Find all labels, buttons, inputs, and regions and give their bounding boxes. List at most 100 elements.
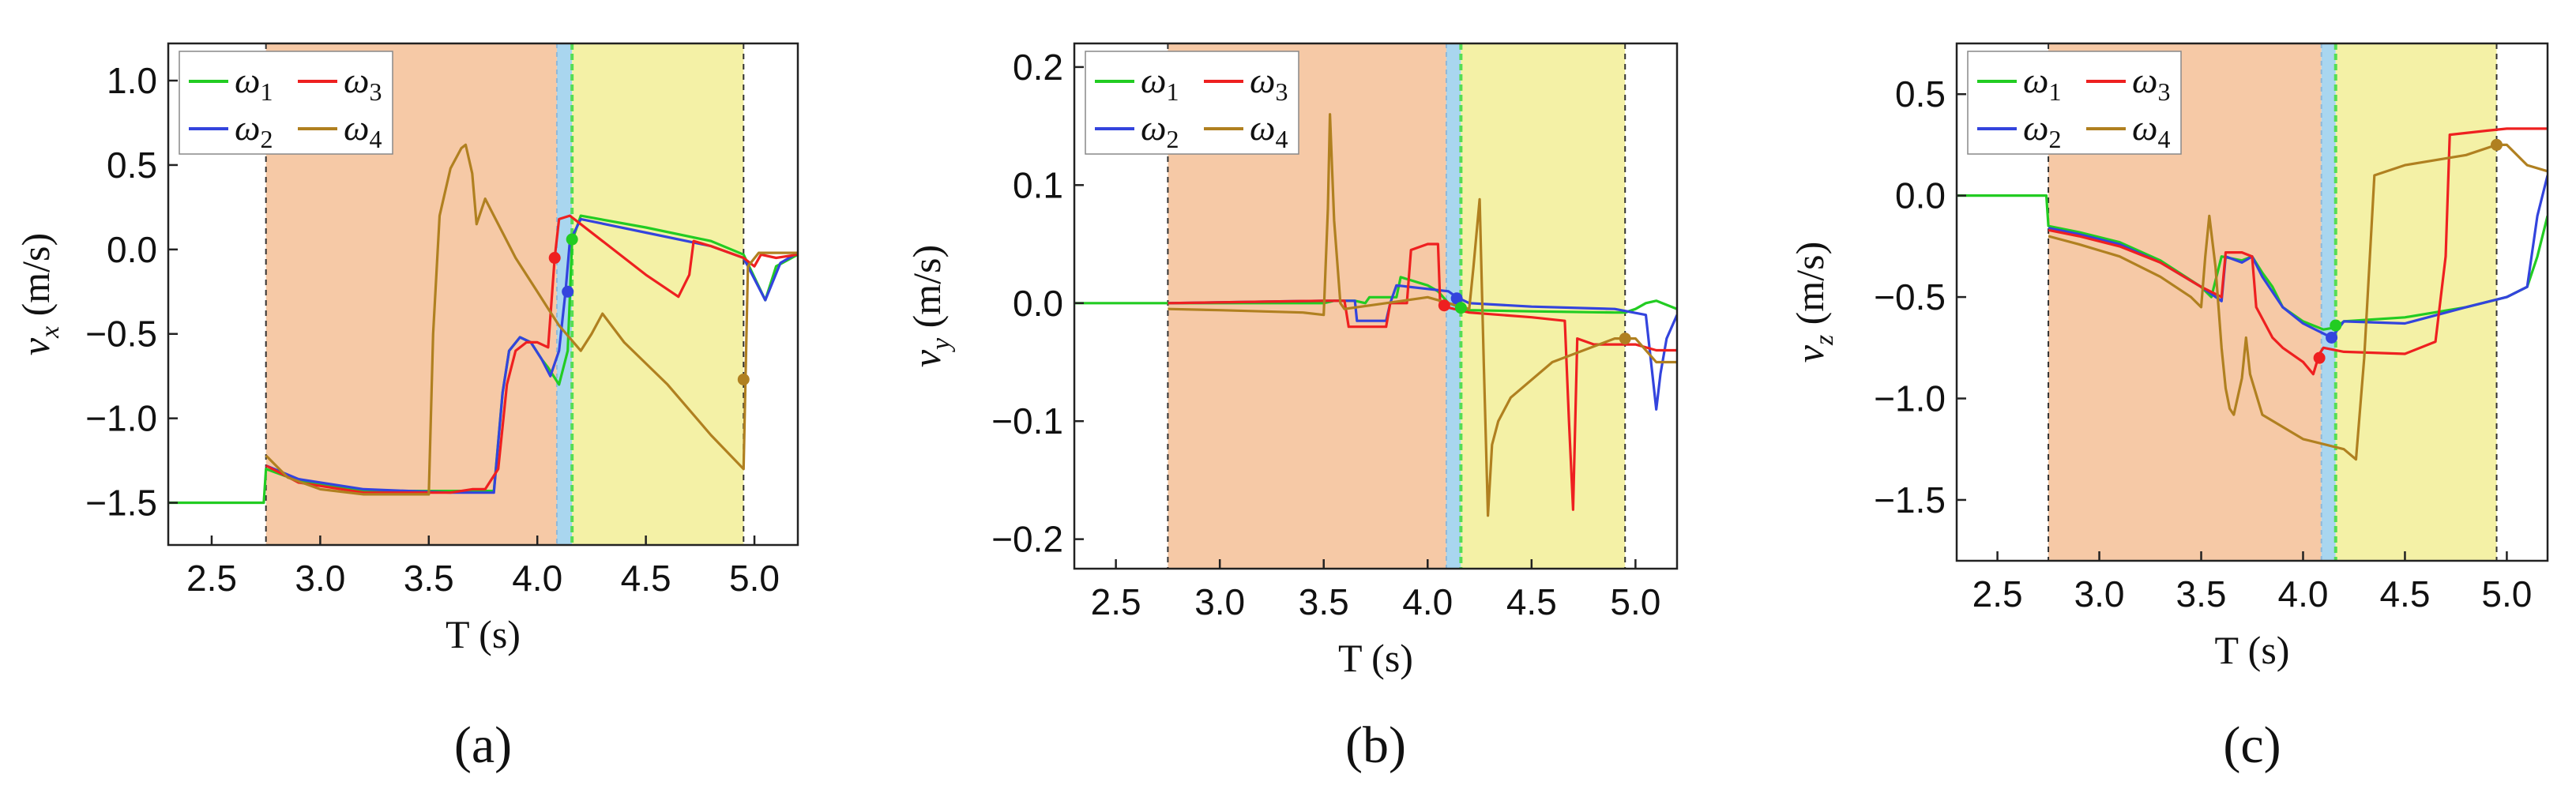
transition-marker-3 [1454, 302, 1467, 314]
transition-marker-1 [2313, 351, 2326, 364]
x-tick-label: 3.0 [2074, 573, 2125, 614]
y-axis-label-unit: (m/s) [1788, 242, 1832, 335]
transition-marker-2 [562, 285, 574, 298]
x-tick-label: 4.5 [621, 558, 671, 599]
transition-marker-4 [737, 373, 750, 385]
y-tick-label: 0.0 [1013, 283, 1063, 324]
y-axis-label: vz (m/s) [1788, 242, 1839, 363]
x-tick-label: 5.0 [729, 558, 780, 599]
y-tick-label: −1.0 [1874, 378, 1946, 419]
y-axis-label-unit: (m/s) [904, 245, 949, 338]
x-tick-label: 4.5 [2379, 573, 2430, 614]
x-tick-label: 2.5 [1972, 573, 2023, 614]
axes-frame [167, 42, 799, 547]
transition-marker-3 [2330, 319, 2342, 332]
legend-label-sub: 1 [1166, 77, 1179, 106]
legend-label-sub: 1 [260, 77, 273, 106]
legend-label-sub: 2 [2048, 125, 2061, 153]
y-axis-label-var: v [13, 337, 58, 355]
y-axis-label-sub: y [927, 337, 956, 352]
legend-label-ω2: ω2 [2023, 107, 2061, 153]
transition-marker-1 [1438, 299, 1450, 312]
phase-region-3 [2335, 43, 2497, 561]
panel-label: (b) [1345, 716, 1406, 774]
y-axis-label-var: v [904, 349, 949, 367]
legend-label-ω4: ω4 [344, 107, 382, 153]
chart-panel-3: 2.5 3.0 3.5 4.0 4.5 5.0 0.5 0.0 −0.5 −1.0 −1.5 T (s… [1788, 42, 2549, 774]
legend-label-ω4: ω4 [2132, 107, 2170, 153]
x-tick-label: 2.5 [1091, 581, 1141, 622]
y-tick-label: −1.5 [1874, 479, 1946, 521]
x-tick-label: 4.5 [1506, 581, 1557, 622]
x-tick-label: 3.5 [404, 558, 454, 599]
x-tick-label: 5.0 [2481, 573, 2532, 614]
x-tick-label: 4.0 [512, 558, 562, 599]
legend-label-base: ω [235, 107, 260, 148]
axes-frame [1955, 42, 2549, 562]
x-tick-label: 2.5 [186, 558, 237, 599]
phase-region-3 [572, 43, 744, 545]
y-axis-label-var: v [1788, 344, 1832, 363]
legend-label-sub: 1 [2048, 77, 2061, 106]
legend-label-sub: 4 [2157, 125, 2170, 153]
y-tick-label: 0.0 [1895, 175, 1946, 216]
legend-label-sub: 2 [260, 125, 273, 153]
legend-label-ω3: ω3 [2132, 60, 2170, 106]
y-tick-label: 0.1 [1013, 164, 1063, 205]
legend-label-ω2: ω2 [1141, 107, 1179, 153]
series-line-ω4 [2048, 143, 2548, 461]
legend-label-base: ω [1250, 60, 1275, 100]
x-tick-label: 3.0 [295, 558, 345, 599]
series-line-ω4 [265, 143, 798, 496]
axes-frame [1073, 42, 1679, 570]
y-tick-label: 0.2 [1013, 47, 1063, 88]
x-axis-label: T (s) [1338, 636, 1413, 680]
x-tick-label: 3.5 [1299, 581, 1349, 622]
panel-label: (c) [2223, 716, 2281, 774]
y-axis-label-sub: x [36, 326, 65, 339]
y-tick-label: −0.5 [1874, 276, 1946, 318]
legend-label-sub: 3 [2157, 77, 2170, 106]
y-axis-label: vx (m/s) [13, 233, 65, 355]
series-line-ω4 [1168, 113, 1677, 517]
transition-marker-2 [2326, 331, 2338, 344]
transition-marker-3 [566, 233, 578, 246]
y-tick-label: −0.1 [991, 400, 1063, 442]
legend-label-ω1: ω1 [235, 60, 273, 106]
legend-label-base: ω [2023, 60, 2048, 100]
legend-label-base: ω [2023, 107, 2048, 148]
legend-label-ω4: ω4 [1250, 107, 1288, 153]
legend-box [1085, 51, 1299, 155]
legend-label-sub: 4 [1275, 125, 1288, 153]
transition-marker-4 [2491, 138, 2503, 151]
legend-label-ω1: ω1 [1141, 60, 1179, 106]
y-tick-label: 0.0 [107, 229, 157, 270]
y-axis-label-unit: (m/s) [13, 233, 58, 326]
legend-label-base: ω [344, 60, 369, 100]
legend-label-ω1: ω1 [2023, 60, 2061, 106]
y-axis-label: vy (m/s) [904, 245, 956, 367]
legend-label-sub: 3 [1275, 77, 1288, 106]
legend-label-base: ω [1141, 107, 1166, 148]
x-axis-label: T (s) [446, 612, 521, 656]
legend-label-ω2: ω2 [235, 107, 273, 153]
legend-label-base: ω [235, 60, 260, 100]
y-tick-label: −0.5 [85, 314, 157, 355]
legend-box [179, 51, 393, 155]
series-line-ω1 [1074, 276, 1677, 314]
legend-label-ω3: ω3 [344, 60, 382, 106]
legend-label-sub: 3 [369, 77, 382, 106]
y-tick-label: 1.0 [107, 60, 157, 101]
legend-label-base: ω [2132, 60, 2157, 100]
legend-label-sub: 4 [369, 125, 382, 153]
series-line-ω3 [265, 214, 798, 494]
series-group [168, 143, 798, 505]
legend-label-ω3: ω3 [1250, 60, 1288, 106]
y-tick-label: −0.2 [991, 519, 1063, 560]
y-tick-label: −1.5 [85, 483, 157, 524]
x-tick-label: 5.0 [1610, 581, 1660, 622]
y-tick-label: 0.5 [107, 145, 157, 186]
